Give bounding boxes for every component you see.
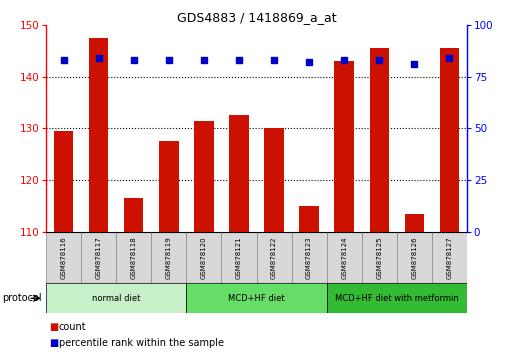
Text: GSM878122: GSM878122 xyxy=(271,236,277,279)
Bar xyxy=(291,232,327,283)
Point xyxy=(410,61,418,67)
Text: GSM878126: GSM878126 xyxy=(411,236,417,279)
Text: GSM878125: GSM878125 xyxy=(376,236,382,279)
Point xyxy=(375,57,383,63)
Text: ■: ■ xyxy=(49,338,58,348)
Bar xyxy=(432,232,467,283)
Bar xyxy=(116,232,151,283)
Bar xyxy=(54,131,73,232)
Bar xyxy=(369,48,389,232)
Bar xyxy=(256,232,291,283)
Text: GSM878119: GSM878119 xyxy=(166,236,172,279)
Text: MCD+HF diet with metformin: MCD+HF diet with metformin xyxy=(335,294,459,303)
Text: GSM878118: GSM878118 xyxy=(131,236,137,279)
Bar xyxy=(327,283,467,313)
Bar xyxy=(334,61,354,232)
Bar xyxy=(186,283,327,313)
Bar xyxy=(327,232,362,283)
Text: GSM878121: GSM878121 xyxy=(236,236,242,279)
Point xyxy=(340,57,348,63)
Bar xyxy=(222,232,256,283)
Text: GSM878117: GSM878117 xyxy=(96,236,102,279)
Text: MCD+HF diet: MCD+HF diet xyxy=(228,294,285,303)
Point xyxy=(130,57,138,63)
Bar xyxy=(229,115,249,232)
Text: count: count xyxy=(59,322,87,332)
Text: GSM878123: GSM878123 xyxy=(306,236,312,279)
Text: GSM878120: GSM878120 xyxy=(201,236,207,279)
Text: normal diet: normal diet xyxy=(92,294,141,303)
Bar xyxy=(159,141,179,232)
Text: GSM878116: GSM878116 xyxy=(61,236,67,279)
Bar xyxy=(46,232,81,283)
Point xyxy=(200,57,208,63)
Point xyxy=(305,59,313,65)
Bar xyxy=(397,232,432,283)
Point xyxy=(445,55,453,61)
Bar xyxy=(151,232,186,283)
Text: protocol: protocol xyxy=(3,293,42,303)
Bar xyxy=(440,48,459,232)
Text: ■: ■ xyxy=(49,322,58,332)
Bar xyxy=(186,232,222,283)
Bar xyxy=(124,198,144,232)
Text: GSM878124: GSM878124 xyxy=(341,236,347,279)
Bar xyxy=(405,214,424,232)
Bar xyxy=(362,232,397,283)
Point xyxy=(94,55,103,61)
Bar xyxy=(194,121,213,232)
Point xyxy=(165,57,173,63)
Bar xyxy=(300,206,319,232)
Point xyxy=(60,57,68,63)
Point xyxy=(235,57,243,63)
Bar xyxy=(89,38,108,232)
Bar xyxy=(81,232,116,283)
Text: percentile rank within the sample: percentile rank within the sample xyxy=(59,338,224,348)
Text: GSM878127: GSM878127 xyxy=(446,236,452,279)
Bar xyxy=(46,283,186,313)
Title: GDS4883 / 1418869_a_at: GDS4883 / 1418869_a_at xyxy=(176,11,337,24)
Point xyxy=(270,57,278,63)
Bar xyxy=(264,128,284,232)
